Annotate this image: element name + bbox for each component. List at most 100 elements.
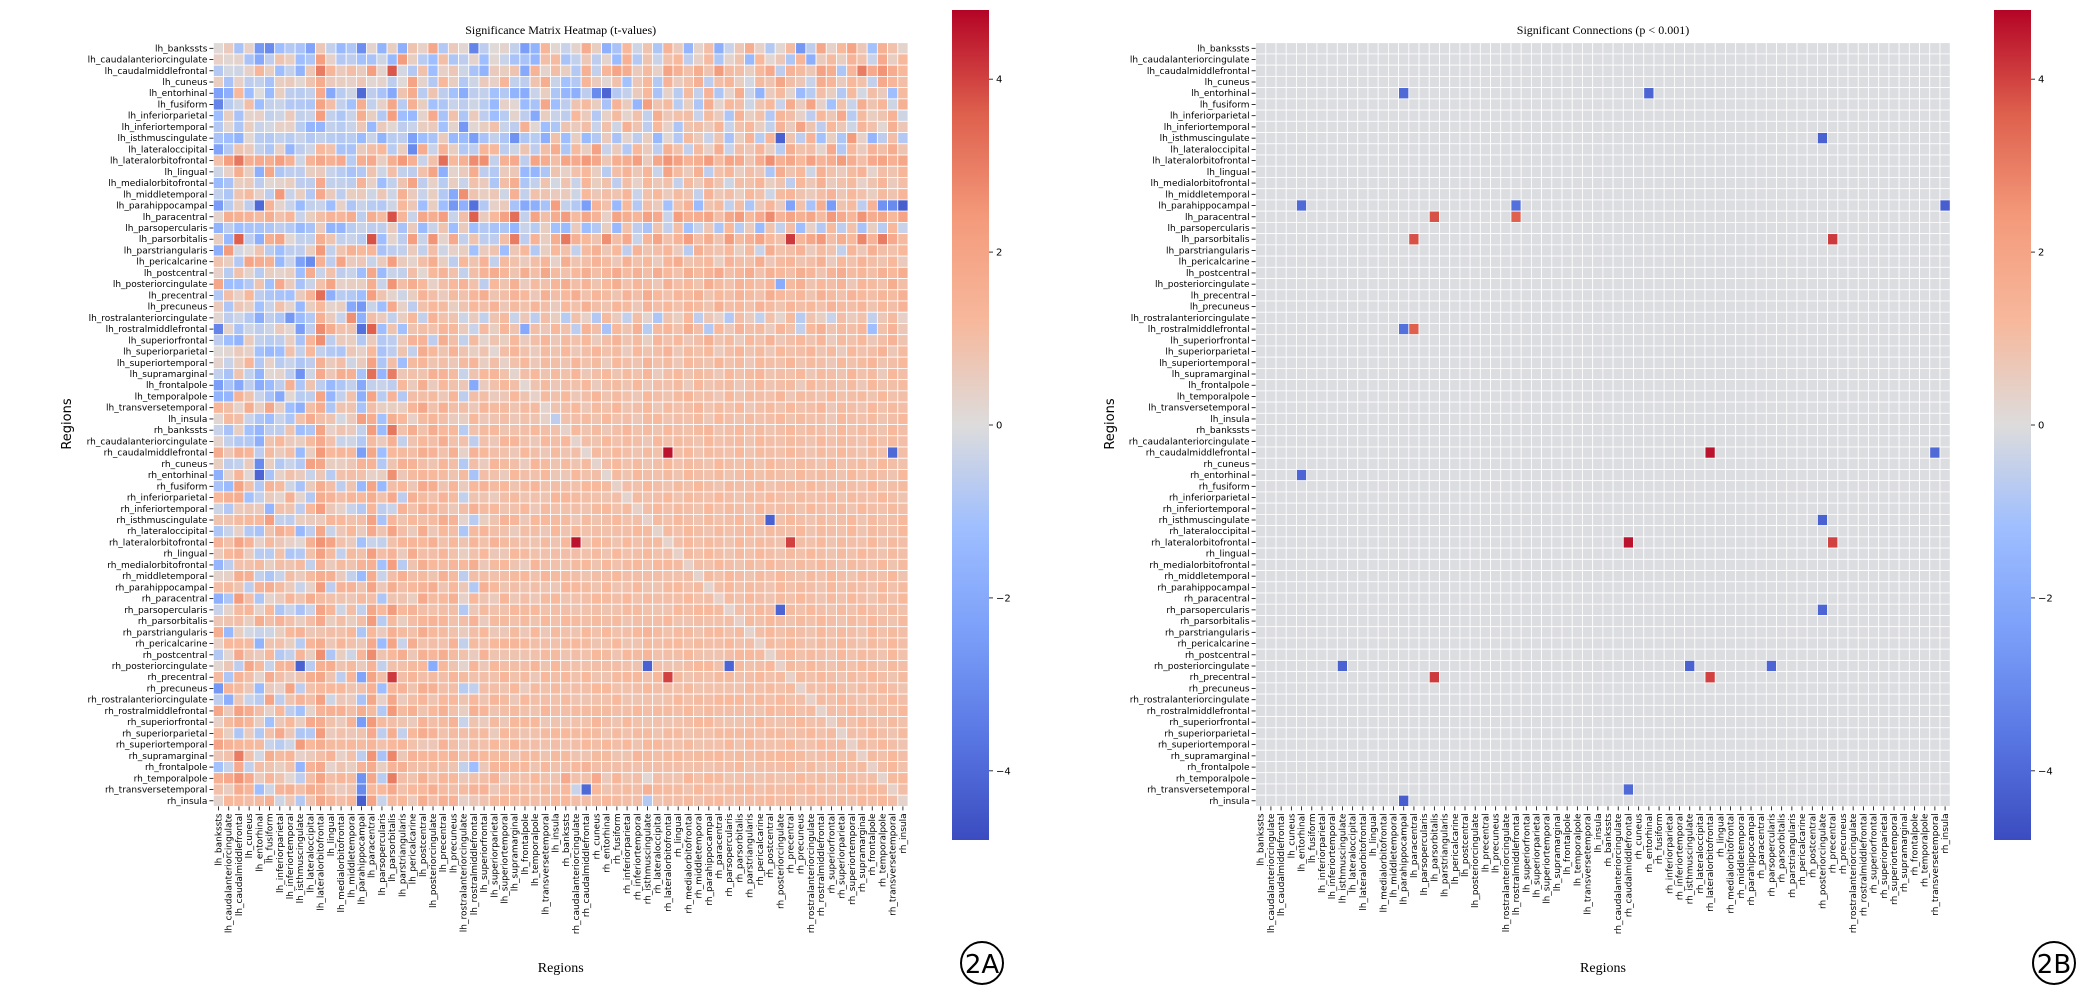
heatmap-cell: [815, 300, 827, 313]
heatmap-cell: [468, 379, 480, 392]
heatmap-cell: [325, 199, 337, 212]
heatmap-cell: [897, 188, 909, 201]
heatmap-cell: [458, 671, 470, 684]
heatmap-cell: [662, 345, 674, 358]
heatmap-cell: [723, 772, 735, 785]
heatmap-cell: [529, 278, 541, 291]
heatmap-cell: [304, 603, 316, 616]
heatmap-cell: [785, 525, 797, 538]
heatmap-cell: [611, 502, 623, 515]
heatmap-cell: [253, 637, 265, 650]
heatmap-cell: [345, 547, 357, 560]
heatmap-cell: [376, 772, 388, 785]
heatmap-cell: [550, 87, 562, 100]
heatmap-cell: [703, 502, 715, 515]
heatmap-cell: [662, 401, 674, 414]
heatmap-cell: [774, 558, 786, 571]
heatmap-cell: [601, 109, 613, 122]
heatmap-cell: [264, 558, 276, 571]
heatmap-cell: [386, 210, 398, 223]
heatmap-cell: [427, 581, 439, 594]
heatmap-cell: [887, 682, 899, 695]
heatmap-cell: [642, 244, 654, 257]
heatmap-cell: [825, 210, 837, 223]
heatmap-cell: [795, 570, 807, 583]
heatmap-cell: [662, 53, 674, 66]
heatmap-cell: [703, 480, 715, 493]
heatmap-cell: [315, 64, 327, 77]
heatmap-cell: [488, 761, 500, 774]
heatmap-cell: [693, 323, 705, 336]
heatmap-cell: [427, 648, 439, 661]
heatmap-cell: [805, 469, 817, 482]
heatmap-cell: [570, 514, 582, 527]
heatmap-cell: [693, 98, 705, 111]
heatmap-cell: [499, 435, 511, 448]
heatmap-cell: [876, 424, 888, 437]
heatmap-cell: [529, 356, 541, 369]
x-tick-label: lh_superiorparietal: [490, 813, 500, 897]
x-tick-label: rh_bankssts: [562, 813, 572, 867]
heatmap-cell: [570, 704, 582, 717]
heatmap-cell: [223, 626, 235, 639]
heatmap-cell: [325, 615, 337, 628]
heatmap-cell: [243, 390, 255, 403]
heatmap-cell: [488, 188, 500, 201]
heatmap-cell: [509, 345, 521, 358]
heatmap-cell: [672, 64, 684, 77]
heatmap-cell: [866, 480, 878, 493]
heatmap-cell: [631, 221, 643, 235]
heatmap-cell: [478, 177, 490, 190]
heatmap-cell: [345, 278, 357, 291]
heatmap-cell: [253, 289, 265, 302]
heatmap-cell: [560, 221, 572, 235]
heatmap-cell: [805, 637, 817, 650]
heatmap-cell: [396, 154, 408, 167]
heatmap-cell: [652, 547, 664, 560]
heatmap-cell: [335, 558, 347, 571]
heatmap-cell: [539, 435, 551, 448]
heatmap-cell: [723, 480, 735, 493]
heatmap-cell: [621, 615, 633, 628]
heatmap-cell: [713, 648, 725, 661]
heatmap-cell: [682, 469, 694, 482]
heatmap-cell: [427, 794, 439, 807]
heatmap-cell: [723, 761, 735, 774]
heatmap-cell-empty: [1674, 42, 1686, 55]
heatmap-cell: [590, 379, 602, 392]
heatmap-cell: [253, 401, 265, 414]
heatmap-cell: [407, 446, 419, 459]
heatmap-cell: [478, 761, 490, 774]
heatmap-cell: [764, 783, 776, 796]
heatmap-cell-empty: [1571, 42, 1583, 55]
heatmap-cell: [662, 221, 674, 235]
heatmap-cell: [866, 278, 878, 291]
heatmap-cell: [386, 682, 398, 695]
heatmap-cell: [335, 300, 347, 313]
heatmap-cell: [396, 749, 408, 762]
heatmap-cell: [601, 491, 613, 504]
heatmap-cell: [785, 491, 797, 504]
heatmap-cell: [335, 457, 347, 470]
heatmap-cell: [458, 356, 470, 369]
heatmap-cell: [887, 457, 899, 470]
heatmap-cell: [335, 278, 347, 291]
heatmap-cell: [795, 727, 807, 740]
heatmap-cell: [458, 87, 470, 100]
heatmap-cell: [499, 704, 511, 717]
heatmap-cell: [611, 514, 623, 527]
heatmap-cell: [407, 356, 419, 369]
heatmap-cell: [539, 233, 551, 246]
heatmap-cell: [876, 188, 888, 201]
heatmap-cell: [356, 87, 368, 100]
heatmap-cell: [631, 615, 643, 628]
heatmap-cell: [642, 390, 654, 403]
heatmap-cell: [672, 749, 684, 762]
heatmap-cell: [825, 446, 837, 459]
heatmap-cell: [744, 581, 756, 594]
heatmap-cell: [560, 53, 572, 66]
heatmap-cell: [703, 783, 715, 796]
heatmap-cell: [825, 558, 837, 571]
heatmap-cell: [488, 390, 500, 403]
heatmap-cell: [427, 446, 439, 459]
